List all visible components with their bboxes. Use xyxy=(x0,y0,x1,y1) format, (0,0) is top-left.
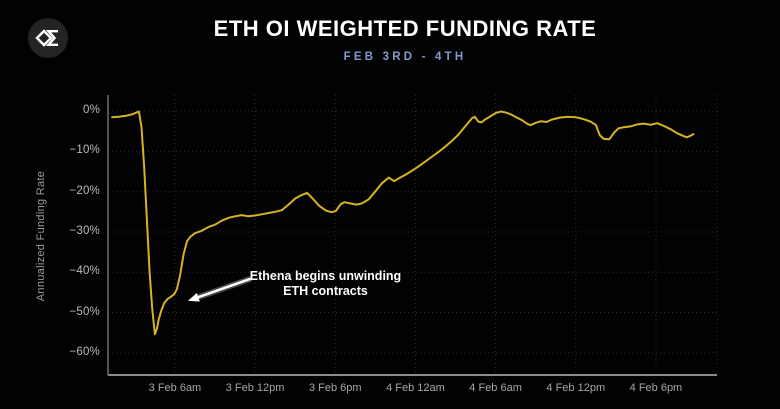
x-tick-label: 4 Feb 6am xyxy=(469,382,522,394)
y-tick-label: −10% xyxy=(69,144,100,157)
x-tick-label: 4 Feb 12pm xyxy=(546,382,606,394)
annotation-text: Ethena begins unwinding ETH contracts xyxy=(233,269,418,298)
x-tick-label: 4 Feb 12am xyxy=(386,382,445,394)
y-tick-label: −40% xyxy=(69,265,100,278)
x-tick-label: 3 Feb 6am xyxy=(148,382,202,394)
annotation-line-1: Ethena begins unwinding xyxy=(249,269,402,283)
arrow-shaft xyxy=(194,277,252,300)
annotation-line-2: ETH contracts xyxy=(283,283,368,298)
page-title: ETH OI WEIGHTED FUNDING RATE xyxy=(213,16,597,41)
x-tick-label: 3 Feb 6pm xyxy=(308,382,362,394)
y-tick-label: −20% xyxy=(69,184,100,197)
velo-logo xyxy=(28,18,68,58)
chart-header: ETH OI WEIGHTED FUNDING RATE FEB 3RD - 4… xyxy=(30,0,780,63)
x-tick-label: 3 Feb 12pm xyxy=(225,382,285,394)
arrow-head-icon xyxy=(187,292,200,302)
funding-rate-line xyxy=(111,110,695,336)
y-tick-label: −60% xyxy=(69,345,100,358)
y-tick-label: −50% xyxy=(69,305,100,318)
sigma-diamond-icon xyxy=(35,29,58,47)
chart-subtitle: FEB 3RD - 4TH xyxy=(343,51,467,63)
x-tick-label: 4 Feb 6pm xyxy=(629,382,683,394)
y-tick-label: 0% xyxy=(82,104,100,117)
y-tick-label: −30% xyxy=(69,224,100,237)
